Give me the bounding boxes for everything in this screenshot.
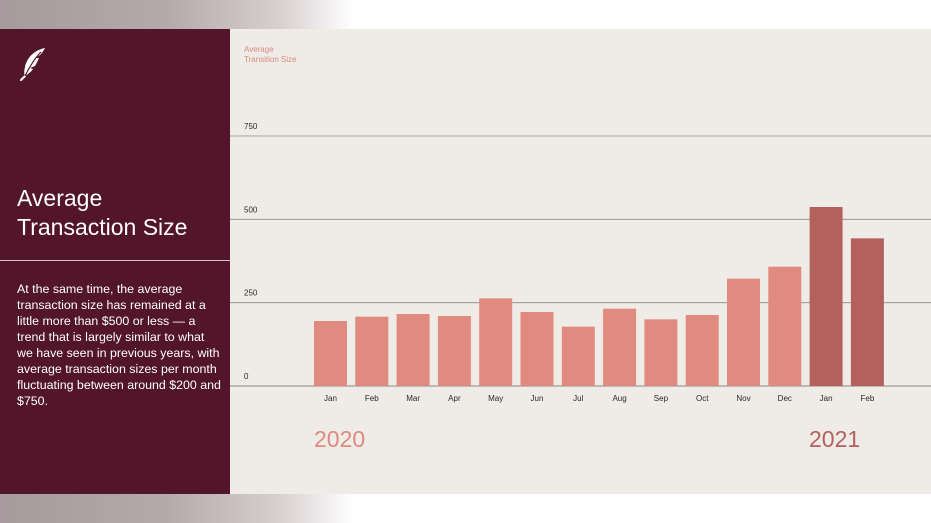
bar-2020-nov — [727, 278, 760, 386]
sidebar-divider — [0, 260, 230, 261]
title-line-2: Transaction Size — [17, 214, 188, 240]
year-label-2020: 2020 — [314, 426, 365, 452]
y-tick-label: 500 — [244, 205, 258, 214]
bar-2020-sep — [644, 319, 678, 386]
bar-2020-jan — [314, 321, 347, 386]
x-tick-label: Apr — [448, 394, 461, 403]
bar-2020-mar — [396, 314, 430, 386]
x-tick-label: Jan — [324, 394, 337, 403]
x-tick-label: Jun — [531, 394, 544, 403]
bar-2021-jan — [809, 207, 843, 386]
bar-2020-jun — [520, 312, 554, 386]
x-tick-label: Feb — [861, 394, 875, 403]
bar-2020-dec — [768, 266, 802, 386]
bar-2020-may — [479, 298, 513, 386]
bar-2021-feb — [850, 238, 884, 386]
year-label-2021: 2021 — [809, 426, 860, 452]
sidebar: Average Transaction Size At the same tim… — [0, 29, 230, 494]
feather-icon — [20, 48, 45, 81]
top-background-strip — [0, 0, 931, 29]
bar-2020-jul — [561, 326, 595, 386]
x-tick-label: Dec — [778, 394, 792, 403]
page-title: Average Transaction Size — [17, 184, 222, 242]
bar-2020-feb — [355, 316, 389, 386]
description-text: At the same time, the average transactio… — [17, 282, 221, 408]
bar-2020-oct — [685, 315, 719, 386]
x-tick-label: Nov — [736, 394, 750, 403]
x-tick-label: Sep — [654, 394, 669, 403]
bar-2020-aug — [603, 308, 637, 386]
y-tick-label: 0 — [244, 372, 249, 381]
bar-2020-apr — [437, 316, 471, 386]
x-tick-label: Jul — [573, 394, 583, 403]
bar-chart: Average Transition Size 0 250 500 750 Jan Fe… — [230, 45, 931, 452]
x-tick-label: Oct — [696, 394, 709, 403]
title-line-1: Average — [17, 185, 103, 211]
bottom-background-strip — [0, 494, 931, 523]
y-axis-label-line-2: Transition Size — [244, 55, 297, 64]
x-tick-label: Mar — [406, 394, 420, 403]
y-tick-label: 250 — [244, 289, 258, 298]
y-axis-label-line-1: Average — [244, 45, 274, 54]
y-tick-label: 750 — [244, 122, 258, 131]
x-tick-label: Jan — [820, 394, 833, 403]
x-tick-label: Aug — [612, 394, 626, 403]
chart-area: Average Transition Size 0 250 500 750 Jan Fe… — [230, 29, 931, 494]
x-tick-label: May — [488, 394, 503, 403]
x-tick-label: Feb — [365, 394, 379, 403]
